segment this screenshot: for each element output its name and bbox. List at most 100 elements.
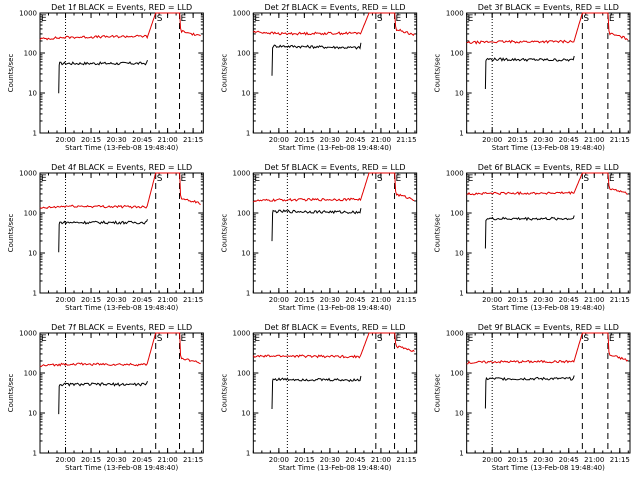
- lld-series-line: [466, 332, 629, 365]
- lld-series-line: [466, 172, 628, 196]
- y-tick-label: 1: [246, 290, 250, 298]
- y-tick-label: 10: [241, 410, 250, 418]
- corner-marker-label: E: [254, 14, 260, 24]
- x-tick-label: 21:15: [610, 296, 630, 304]
- y-axis-label: Counts/sec: [220, 374, 228, 413]
- x-tick-label: 20:45: [132, 296, 152, 304]
- x-tick-label: 20:30: [533, 296, 553, 304]
- y-tick-label: 1: [246, 450, 250, 458]
- y-axis-label: Counts/sec: [7, 374, 15, 413]
- x-tick-label: 20:45: [559, 296, 579, 304]
- y-tick-label: 100: [237, 210, 250, 218]
- x-tick-label: 21:00: [158, 456, 178, 464]
- panel-title: Det 4f BLACK = Events, RED = LLD: [51, 163, 192, 172]
- plot-frame: [252, 172, 418, 294]
- x-tick-label: 20:30: [106, 136, 126, 144]
- y-tick-label: 1000: [233, 170, 251, 178]
- panel-title: Det 7f BLACK = Events, RED = LLD: [51, 323, 192, 332]
- y-tick-label: 1000: [19, 10, 37, 18]
- panel-9: Det 9f BLACK = Events, RED = LLD 1 10 100 10…: [434, 323, 631, 472]
- x-tick-label: 21:00: [371, 456, 391, 464]
- x-tick-label: 20:00: [269, 136, 289, 144]
- x-tick-label: 20:00: [55, 296, 75, 304]
- y-tick-label: 100: [24, 210, 37, 218]
- x-axis-label: Start Time (13-Feb-08 19:48:40): [492, 304, 605, 312]
- y-axis-label: Counts/sec: [220, 54, 228, 93]
- x-tick-label: 20:45: [559, 136, 579, 144]
- panel-4: Det 4f BLACK = Events, RED = LLD 1 10 100 10…: [7, 163, 204, 312]
- y-tick-label: 10: [28, 410, 37, 418]
- start-marker-label: S: [377, 334, 383, 344]
- start-marker-label: S: [157, 14, 163, 24]
- x-tick-label: 21:15: [183, 136, 203, 144]
- x-tick-label: 20:30: [106, 296, 126, 304]
- x-tick-label: 20:15: [294, 296, 314, 304]
- x-tick-label: 20:00: [269, 456, 289, 464]
- corner-marker-label: E: [468, 174, 474, 184]
- x-tick-label: 20:30: [320, 136, 340, 144]
- x-tick-label: 21:15: [610, 456, 630, 464]
- y-tick-label: 100: [237, 370, 250, 378]
- x-tick-label: 20:00: [269, 296, 289, 304]
- events-series-line: [271, 375, 362, 410]
- y-tick-label: 10: [28, 90, 37, 98]
- start-marker-label: S: [583, 174, 589, 184]
- x-tick-label: 21:00: [371, 136, 391, 144]
- x-tick-label: 20:15: [81, 296, 101, 304]
- y-tick-label: 1000: [446, 10, 464, 18]
- y-tick-label: 10: [241, 90, 250, 98]
- y-tick-label: 1000: [233, 10, 251, 18]
- end-marker-label: E: [396, 334, 402, 344]
- x-tick-label: 20:00: [482, 136, 502, 144]
- start-marker-label: S: [377, 174, 383, 184]
- panel-7: Det 7f BLACK = Events, RED = LLD 1 10 100 10…: [7, 323, 204, 472]
- y-tick-label: 1: [459, 290, 463, 298]
- events-series-line: [484, 375, 575, 409]
- x-tick-label: 20:00: [482, 296, 502, 304]
- panel-title: Det 8f BLACK = Events, RED = LLD: [264, 323, 405, 332]
- panel-1: Det 1f BLACK = Events, RED = LLD 1 10 100 10…: [7, 3, 204, 152]
- x-tick-label: 21:00: [158, 296, 178, 304]
- events-series-line: [58, 60, 148, 94]
- x-axis-label: Start Time (13-Feb-08 19:48:40): [278, 304, 391, 312]
- y-axis-label: Counts/sec: [434, 214, 442, 253]
- y-tick-label: 10: [455, 90, 464, 98]
- corner-marker-label: E: [254, 174, 260, 184]
- y-tick-label: 1000: [446, 170, 464, 178]
- plot-frame: [466, 172, 631, 294]
- plot-frame: [39, 12, 204, 134]
- corner-marker-label: E: [41, 14, 47, 24]
- x-tick-label: 20:15: [508, 456, 528, 464]
- lld-series-line: [39, 172, 201, 209]
- x-tick-label: 20:30: [533, 456, 553, 464]
- end-marker-label: E: [396, 174, 402, 184]
- y-tick-label: 1: [33, 450, 37, 458]
- x-axis-label: Start Time (13-Feb-08 19:48:40): [65, 144, 178, 152]
- y-axis-label: Counts/sec: [7, 54, 15, 93]
- panel-5: Det 5f BLACK = Events, RED = LLD 1 10 100 10…: [220, 163, 418, 312]
- end-marker-label: E: [181, 14, 187, 24]
- x-axis-label: Start Time (13-Feb-08 19:48:40): [278, 144, 391, 152]
- start-marker-label: S: [377, 14, 383, 24]
- x-tick-label: 20:15: [508, 136, 528, 144]
- y-axis-label: Counts/sec: [434, 54, 442, 93]
- y-tick-label: 10: [241, 250, 250, 258]
- y-axis-label: Counts/sec: [7, 214, 15, 253]
- events-series-line: [271, 208, 362, 242]
- panel-title: Det 9f BLACK = Events, RED = LLD: [478, 323, 619, 332]
- corner-marker-label: E: [41, 174, 47, 184]
- x-tick-label: 20:30: [320, 456, 340, 464]
- y-tick-label: 100: [24, 50, 37, 58]
- x-tick-label: 20:45: [345, 296, 365, 304]
- lld-series-line: [253, 12, 415, 37]
- y-tick-label: 10: [455, 250, 464, 258]
- end-marker-label: E: [181, 334, 187, 344]
- plot-frame: [252, 332, 418, 454]
- x-tick-label: 21:00: [584, 456, 604, 464]
- panel-title: Det 5f BLACK = Events, RED = LLD: [264, 163, 405, 172]
- panel-title: Det 3f BLACK = Events, RED = LLD: [478, 3, 619, 12]
- y-tick-label: 10: [455, 410, 464, 418]
- x-tick-label: 20:15: [81, 136, 101, 144]
- x-tick-label: 21:15: [396, 136, 416, 144]
- panel-6: Det 6f BLACK = Events, RED = LLD 1 10 100 10…: [434, 163, 631, 312]
